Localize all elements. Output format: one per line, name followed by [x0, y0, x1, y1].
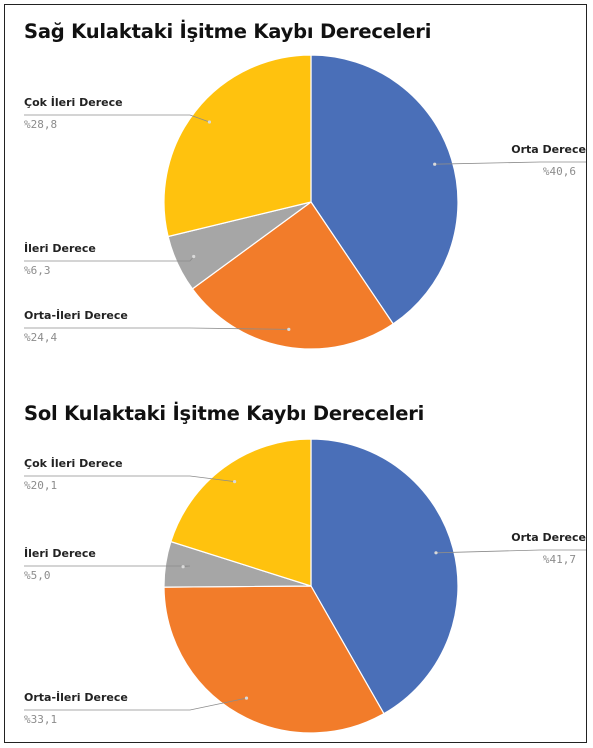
slice-label-orta-ileri-derece-1: Orta-İleri Derece — [24, 690, 128, 704]
slice-value-ileri-derece-1: %5,0 — [24, 569, 51, 582]
leader-line-orta-derece-0 — [434, 161, 586, 165]
slice-value-cok-ileri-derece-0: %28,8 — [24, 118, 57, 131]
leader-line-cok-ileri-derece-1 — [24, 475, 235, 482]
leader-dot-orta-ileri-derece-0 — [287, 327, 291, 331]
slice-label-orta-derece-0: Orta Derece — [511, 143, 586, 156]
leader-dot-cok-ileri-derece-1 — [233, 480, 237, 484]
leader-dot-ileri-derece-1 — [181, 565, 185, 569]
leader-line-ileri-derece-0 — [24, 256, 195, 262]
slice-value-cok-ileri-derece-1: %20,1 — [24, 479, 57, 492]
figure-frame — [4, 4, 587, 743]
leader-line-cok-ileri-derece-0 — [24, 114, 210, 123]
slice-label-orta-derece-1: Orta Derece — [511, 531, 586, 544]
pie-slice-orta-ileri-derece-1 — [163, 585, 385, 734]
pie-slice-cok-ileri-derece-1 — [170, 438, 312, 587]
chart-title-left-ear: Sol Kulaktaki İşitme Kaybı Dereceleri — [24, 402, 425, 425]
leader-dot-orta-derece-1 — [434, 551, 438, 555]
leader-line-orta-ileri-derece-0 — [24, 327, 289, 330]
leader-line-ileri-derece-1 — [24, 565, 191, 568]
pie-slice-orta-derece-1 — [310, 438, 459, 715]
slice-value-orta-ileri-derece-1: %33,1 — [24, 713, 57, 726]
leader-dot-ileri-derece-0 — [192, 254, 196, 259]
slice-value-orta-ileri-derece-0: %24,4 — [24, 331, 57, 344]
leader-line-orta-ileri-derece-1 — [24, 697, 247, 711]
leader-line-orta-derece-1 — [435, 549, 586, 554]
slice-label-cok-ileri-derece-0: Çok İleri Derece — [24, 95, 123, 109]
slice-label-ileri-derece-0: İleri Derece — [24, 241, 96, 255]
pie-slice-orta-derece-0 — [310, 54, 459, 325]
leader-dot-cok-ileri-derece-0 — [207, 120, 211, 124]
pie-slice-cok-ileri-derece-0 — [163, 54, 312, 238]
chart-title-right-ear: Sağ Kulaktaki İşitme Kaybı Dereceleri — [24, 20, 432, 43]
slice-label-ileri-derece-1: İleri Derece — [24, 546, 96, 560]
leader-dot-orta-ileri-derece-1 — [244, 696, 249, 700]
slice-value-orta-derece-0: %40,6 — [543, 165, 576, 178]
slice-value-ileri-derece-0: %6,3 — [24, 264, 51, 277]
slice-label-cok-ileri-derece-1: Çok İleri Derece — [24, 456, 123, 470]
slice-value-orta-derece-1: %41,7 — [543, 553, 576, 566]
pie-slice-orta-ileri-derece-0 — [191, 201, 395, 350]
leader-dot-orta-derece-0 — [433, 162, 437, 166]
slice-label-orta-ileri-derece-0: Orta-İleri Derece — [24, 308, 128, 322]
